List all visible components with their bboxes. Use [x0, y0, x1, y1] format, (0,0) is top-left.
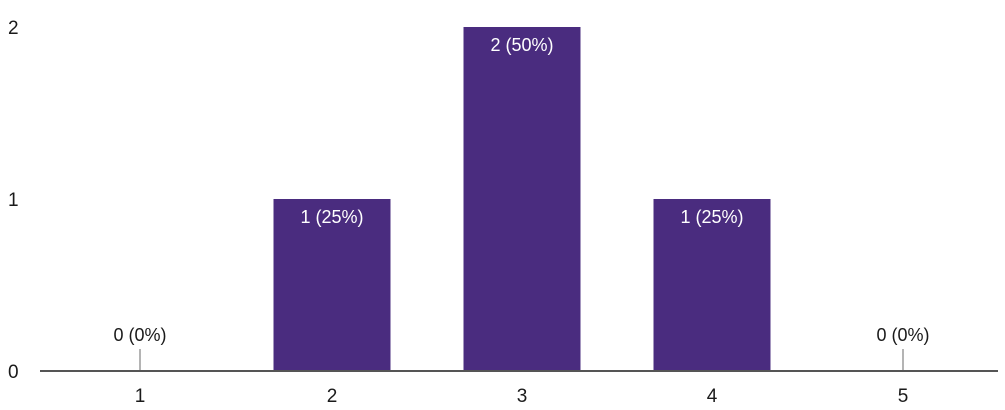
x-tick-label: 3 — [517, 386, 528, 407]
bar — [463, 27, 581, 371]
data-label: 1 (25%) — [300, 207, 363, 227]
bar — [273, 199, 391, 371]
x-tick-label: 5 — [898, 386, 909, 407]
data-label: 0 (0%) — [113, 325, 166, 345]
data-label: 2 (50%) — [490, 35, 553, 55]
y-axis-ticks: 0 1 2 — [8, 18, 19, 383]
data-label: 0 (0%) — [876, 325, 929, 345]
bars: 0 (0%) 1 (25%) 2 (50%) 1 (25%) 0 (0%) — [113, 27, 930, 371]
x-tick-label: 2 — [327, 386, 338, 407]
x-tick-label: 4 — [707, 386, 718, 407]
x-axis-ticks: 1 2 3 4 5 — [135, 386, 909, 407]
data-label: 1 (25%) — [680, 207, 743, 227]
y-tick-label: 1 — [8, 190, 19, 211]
y-tick-label: 2 — [8, 18, 19, 39]
x-tick-label: 1 — [135, 386, 146, 407]
bar — [653, 199, 771, 371]
y-tick-label: 0 — [8, 362, 19, 383]
